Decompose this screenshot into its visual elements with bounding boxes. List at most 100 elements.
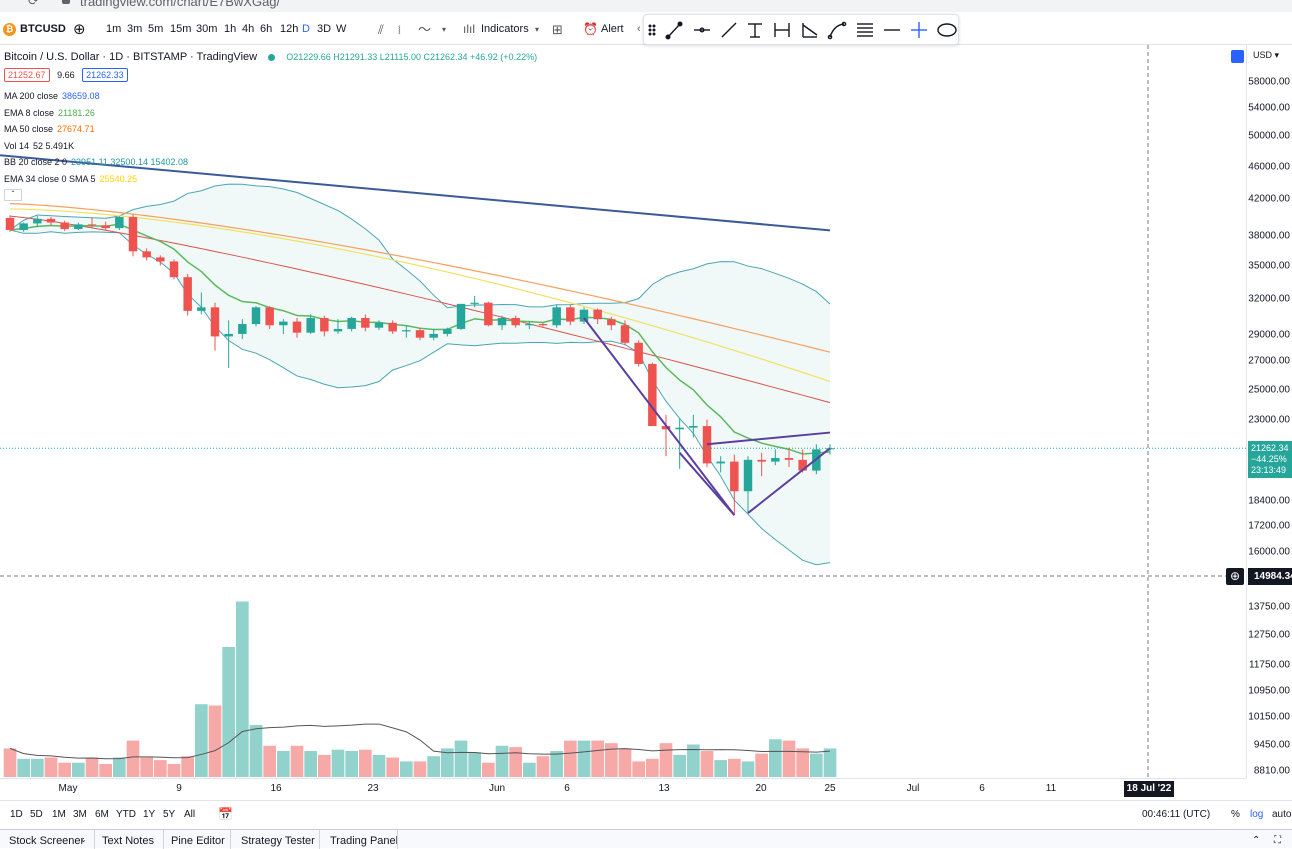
range-1M[interactable]: 1M	[52, 809, 66, 820]
range-6M[interactable]: 6M	[95, 809, 109, 820]
collapse-legend-icon[interactable]: ˆ	[4, 189, 22, 201]
interval-4h[interactable]: 4h	[242, 23, 255, 35]
interval-3m[interactable]: 3m	[127, 23, 143, 35]
horizontal-line-icon[interactable]	[694, 27, 710, 33]
indicator-row[interactable]: BB 20 close 2 0 23951.11 32500.14 15402.0…	[4, 157, 188, 167]
ohlc-values: O21229.66 H21291.33 L21115.00 C21262.34 …	[286, 52, 538, 62]
currency-selector[interactable]: USD ▾	[1253, 50, 1280, 60]
log-toggle[interactable]: log	[1250, 809, 1264, 820]
interval-12h[interactable]: 12h	[280, 23, 299, 35]
tab-strategy-tester[interactable]: Strategy Tester	[241, 835, 315, 847]
interval-6h[interactable]: 6h	[260, 23, 273, 35]
indicator-row[interactable]: EMA 34 close 0 SMA 5 25540.25	[4, 174, 137, 184]
indicator-row[interactable]: EMA 8 close 21181.26	[4, 108, 95, 118]
measure-icon[interactable]	[774, 23, 790, 37]
volume-bar	[31, 758, 44, 777]
add-alert-plus-icon[interactable]: ⊕	[1226, 568, 1244, 585]
url-bar[interactable]: tradingview.com/chart/E7BwXGag/	[80, 0, 281, 9]
price-tick-label: 35000.00	[1248, 260, 1290, 272]
chevron-down-icon[interactable]: ▾	[535, 25, 540, 34]
volume-bar	[331, 749, 345, 777]
fib-icon[interactable]	[857, 23, 873, 37]
price-tick-label: 12750.00	[1248, 629, 1290, 641]
indicator-row[interactable]: Vol 14 52 5.491K	[4, 141, 74, 151]
volume-bar	[823, 748, 837, 777]
interval-1h[interactable]: 1h	[224, 23, 237, 35]
range-5D[interactable]: 5D	[30, 809, 43, 820]
price-tick-label: 10150.00	[1248, 711, 1290, 723]
sell-price[interactable]: 21252.67	[4, 68, 50, 82]
tab-pine-editor[interactable]: Pine Editor	[171, 835, 225, 847]
indicators-icon[interactable]: ılıl	[463, 22, 475, 36]
volume-bar	[577, 740, 591, 777]
interval-W[interactable]: W	[336, 23, 347, 35]
curve-icon[interactable]	[827, 21, 847, 40]
symbol-search[interactable]: BTCUSD	[20, 23, 66, 35]
chevron-left-icon[interactable]: ‹	[637, 23, 641, 35]
candle-body	[402, 330, 411, 332]
alert-button[interactable]: Alert	[601, 23, 624, 35]
indicator-value: 25540.25	[99, 173, 138, 184]
interval-3D[interactable]: 3D	[317, 23, 332, 35]
indicator-label: Vol 14	[4, 140, 30, 151]
range-5Y[interactable]: 5Y	[163, 809, 176, 820]
interval-15m[interactable]: 15m	[170, 23, 192, 35]
line-chart-icon[interactable]: 〜	[418, 22, 432, 37]
candle-body	[347, 317, 356, 329]
bollinger-band-fill	[10, 184, 830, 565]
tab-trading-panel[interactable]: Trading Panel	[330, 835, 399, 847]
price-axis[interactable]: USD ▾ 58000.00 54000.00 50000.00 46000.00 42…	[1231, 45, 1292, 778]
goto-date-icon[interactable]: 📅	[218, 807, 233, 821]
buy-price[interactable]: 21262.33	[82, 68, 128, 82]
bar-countdown: 23:13:49	[1251, 465, 1287, 475]
volume-bar	[140, 757, 153, 777]
interval-1m[interactable]: 1m	[106, 23, 122, 35]
interval-5m[interactable]: 5m	[148, 23, 164, 35]
alarm-icon[interactable]: ⏰	[583, 22, 598, 36]
layout-icon[interactable]: ⊞	[552, 22, 563, 37]
interval-30m[interactable]: 30m	[196, 23, 218, 35]
range-3M[interactable]: 3M	[73, 809, 87, 820]
range-1D[interactable]: 1D	[10, 809, 23, 820]
text-tool-icon[interactable]	[748, 23, 762, 38]
crosshair-icon[interactable]	[911, 22, 927, 38]
percent-toggle[interactable]: %	[1231, 809, 1240, 820]
price-tick-label: 16000.00	[1248, 546, 1290, 558]
volume-bar	[618, 748, 632, 777]
tab-stock-screener[interactable]: Stock Screener	[9, 835, 85, 847]
chevron-up-icon[interactable]: ⌃	[1252, 835, 1261, 846]
range-All[interactable]: All	[184, 809, 196, 820]
ellipse-icon[interactable]	[937, 23, 957, 37]
indicator-label: EMA 34 close 0 SMA 5	[4, 173, 96, 184]
maximize-icon[interactable]: ⛶	[1274, 835, 1281, 846]
bar-chart-icon[interactable]: ⧙	[398, 22, 401, 37]
trend-line-icon[interactable]	[665, 21, 683, 40]
utc-clock[interactable]: 00:46:11 (UTC)	[1142, 809, 1211, 820]
price-tick-label: 42000.00	[1248, 193, 1290, 205]
chart-settings-icon[interactable]	[1231, 50, 1244, 63]
reload-icon[interactable]: ⟳	[28, 0, 39, 8]
auto-toggle[interactable]: auto	[1272, 809, 1292, 820]
tab-text-notes[interactable]: Text Notes	[102, 835, 154, 847]
candle-type-icon[interactable]: ⫽	[378, 22, 384, 37]
candle-body	[183, 277, 192, 311]
candle-body	[388, 322, 397, 332]
drag-handle-icon[interactable]	[648, 24, 656, 36]
indicator-row[interactable]: MA 50 close 27674.71	[4, 124, 95, 134]
ray-icon[interactable]	[721, 22, 737, 38]
candle-body	[552, 307, 561, 326]
indicators-button[interactable]: Indicators	[481, 23, 529, 35]
time-axis[interactable]: May 9 16 23 Jun 6 13 20 25 Jul 6 11 18 Jul '22	[0, 778, 1246, 798]
chevron-down-icon[interactable]: ⌄	[80, 835, 87, 844]
candle-body	[771, 458, 780, 462]
compare-add-icon[interactable]: ⊕	[73, 21, 86, 38]
chart-canvas[interactable]	[0, 45, 1246, 778]
pattern-line	[583, 317, 736, 516]
indicator-value: 38659.08	[62, 91, 100, 101]
chevron-down-icon[interactable]: ▾	[442, 25, 447, 34]
indicator-row[interactable]: MA 200 close 38659.08	[4, 91, 100, 101]
range-1Y[interactable]: 1Y	[143, 809, 156, 820]
interval-D[interactable]: D	[302, 23, 310, 35]
range-YTD[interactable]: YTD	[116, 809, 136, 820]
angle-icon[interactable]	[802, 23, 818, 38]
